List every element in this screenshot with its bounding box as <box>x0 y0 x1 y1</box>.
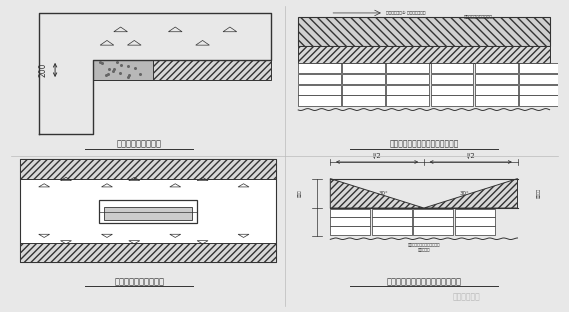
Polygon shape <box>19 243 277 262</box>
Bar <box>386 63 429 73</box>
Bar <box>431 74 473 84</box>
Bar <box>413 208 453 217</box>
Text: 200: 200 <box>38 63 47 77</box>
Text: l/2: l/2 <box>373 153 381 158</box>
Polygon shape <box>330 178 424 208</box>
Polygon shape <box>93 60 271 80</box>
Text: 做砖大样图: 做砖大样图 <box>418 249 430 252</box>
Text: 斜砌中部预制三角砖块（方法二）: 斜砌中部预制三角砖块（方法二） <box>389 140 459 149</box>
Bar <box>519 74 562 84</box>
Bar <box>519 63 562 73</box>
Bar <box>431 63 473 73</box>
Bar <box>413 217 453 226</box>
Bar <box>431 85 473 95</box>
Bar <box>19 159 277 262</box>
Bar <box>519 85 562 95</box>
Text: 斜砌管线部位的节点: 斜砌管线部位的节点 <box>117 140 162 149</box>
Text: 普通三砖: 普通三砖 <box>537 188 541 198</box>
Text: 鸿工工程管理: 鸿工工程管理 <box>453 293 480 301</box>
Bar <box>431 95 473 105</box>
Bar <box>372 217 412 226</box>
Polygon shape <box>19 159 277 178</box>
Bar <box>343 63 385 73</box>
Bar <box>455 217 495 226</box>
Bar <box>298 85 341 95</box>
Polygon shape <box>424 178 517 208</box>
Bar <box>343 95 385 105</box>
Bar <box>519 95 562 105</box>
Text: 构筑范围上下墙面和楼底: 构筑范围上下墙面和楼底 <box>464 15 493 19</box>
Text: 根据利用墙体砖块以上最后的: 根据利用墙体砖块以上最后的 <box>407 243 440 247</box>
Text: 中间采用真姬② 块成品三角砖块: 中间采用真姬② 块成品三角砖块 <box>386 10 426 14</box>
Bar <box>343 74 385 84</box>
Bar <box>330 226 370 235</box>
Bar <box>330 217 370 226</box>
Bar <box>386 85 429 95</box>
Bar <box>372 208 412 217</box>
Bar <box>298 74 341 84</box>
Bar <box>475 63 518 73</box>
Bar <box>93 60 154 80</box>
Bar <box>455 208 495 217</box>
Bar <box>298 63 341 73</box>
Text: 楔形砖: 楔形砖 <box>298 190 302 197</box>
Bar <box>475 74 518 84</box>
Bar <box>413 226 453 235</box>
Bar <box>298 17 550 46</box>
Text: l/2: l/2 <box>467 153 475 158</box>
Bar <box>386 95 429 105</box>
Bar <box>386 74 429 84</box>
Bar <box>298 95 341 105</box>
Bar <box>475 95 518 105</box>
Text: 30°: 30° <box>379 191 389 196</box>
Bar <box>372 226 412 235</box>
Bar <box>475 85 518 95</box>
Text: 斜砌中部预制三角砖块（方法一）: 斜砌中部预制三角砖块（方法一） <box>386 277 461 286</box>
Bar <box>343 85 385 95</box>
Text: 30°: 30° <box>459 191 469 196</box>
Bar <box>104 207 192 220</box>
Text: 斜砌端部预制三角砖块: 斜砌端部预制三角砖块 <box>114 277 164 286</box>
Bar <box>330 208 370 217</box>
Bar <box>455 226 495 235</box>
Polygon shape <box>298 46 550 63</box>
Bar <box>99 200 197 223</box>
